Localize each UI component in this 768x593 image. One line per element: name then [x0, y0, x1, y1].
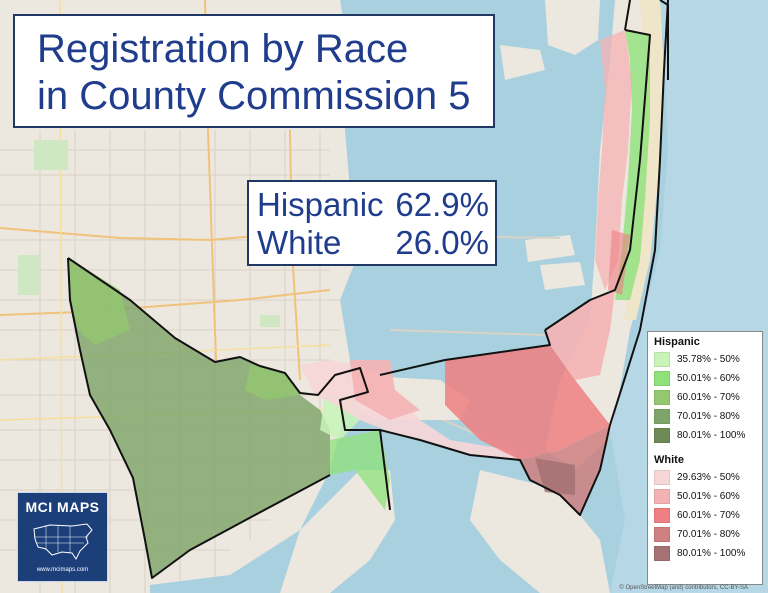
legend-label: 50.01% - 60%	[677, 373, 740, 384]
legend-item: 35.78% - 50%	[654, 351, 756, 368]
legend-item: 50.01% - 60%	[654, 370, 756, 387]
legend-label: 35.78% - 50%	[677, 354, 740, 365]
legend-label: 80.01% - 100%	[677, 430, 746, 441]
us-map-icon	[33, 523, 93, 560]
stat-label-white: White	[257, 224, 342, 261]
stat-value-hispanic: 62.9%	[395, 186, 489, 223]
map-title-line-2: in County Commission 5	[37, 74, 471, 118]
legend-swatch	[654, 546, 670, 561]
legend-swatch	[654, 390, 670, 405]
logo-name: MCI MAPS	[25, 499, 100, 515]
legend-item: 70.01% - 80%	[654, 408, 756, 425]
legend-item: 50.01% - 60%	[654, 488, 756, 505]
stat-value-white: 26.0%	[395, 224, 489, 261]
legend-group-hispanic: 35.78% - 50% 50.01% - 60% 60.01% - 70% 7…	[654, 351, 756, 444]
legend-label: 70.01% - 80%	[677, 529, 740, 540]
legend-item: 70.01% - 80%	[654, 526, 756, 543]
legend-group-white: 29.63% - 50% 50.01% - 60% 60.01% - 70% 7…	[654, 469, 756, 562]
legend-title-hispanic: Hispanic	[654, 336, 700, 348]
stat-row-white: White 26.0%	[257, 224, 489, 262]
legend-swatch	[654, 508, 670, 523]
mci-maps-logo: MCI MAPS www.mcimaps.com	[17, 492, 108, 582]
map-title-line-1: Registration by Race	[37, 27, 409, 71]
logo-url: www.mcimaps.com	[36, 567, 89, 573]
legend-item: 60.01% - 70%	[654, 507, 756, 524]
legend-swatch	[654, 371, 670, 386]
legend-label: 60.01% - 70%	[677, 510, 740, 521]
legend-swatch	[654, 428, 670, 443]
legend-label: 80.01% - 100%	[677, 548, 746, 559]
map-legend: Hispanic 35.78% - 50% 50.01% - 60% 60.01…	[647, 331, 763, 585]
legend-item: 29.63% - 50%	[654, 469, 756, 486]
map-attribution: © OpenStreetMap (and) contributors, CC-B…	[619, 585, 748, 591]
map-title-box: Registration by Race in County Commissio…	[13, 14, 495, 128]
legend-label: 50.01% - 60%	[677, 491, 740, 502]
legend-title-white: White	[654, 454, 684, 466]
legend-swatch	[654, 352, 670, 367]
stat-row-hispanic: Hispanic 62.9%	[257, 186, 489, 224]
registration-stats-box: Hispanic 62.9% White 26.0%	[247, 180, 497, 266]
legend-item: 60.01% - 70%	[654, 389, 756, 406]
legend-item: 80.01% - 100%	[654, 545, 756, 562]
stat-label-hispanic: Hispanic	[257, 186, 384, 223]
legend-swatch	[654, 527, 670, 542]
legend-swatch	[654, 489, 670, 504]
legend-item: 80.01% - 100%	[654, 427, 756, 444]
legend-label: 29.63% - 50%	[677, 472, 740, 483]
legend-swatch	[654, 409, 670, 424]
legend-label: 60.01% - 70%	[677, 392, 740, 403]
legend-swatch	[654, 470, 670, 485]
legend-label: 70.01% - 80%	[677, 411, 740, 422]
